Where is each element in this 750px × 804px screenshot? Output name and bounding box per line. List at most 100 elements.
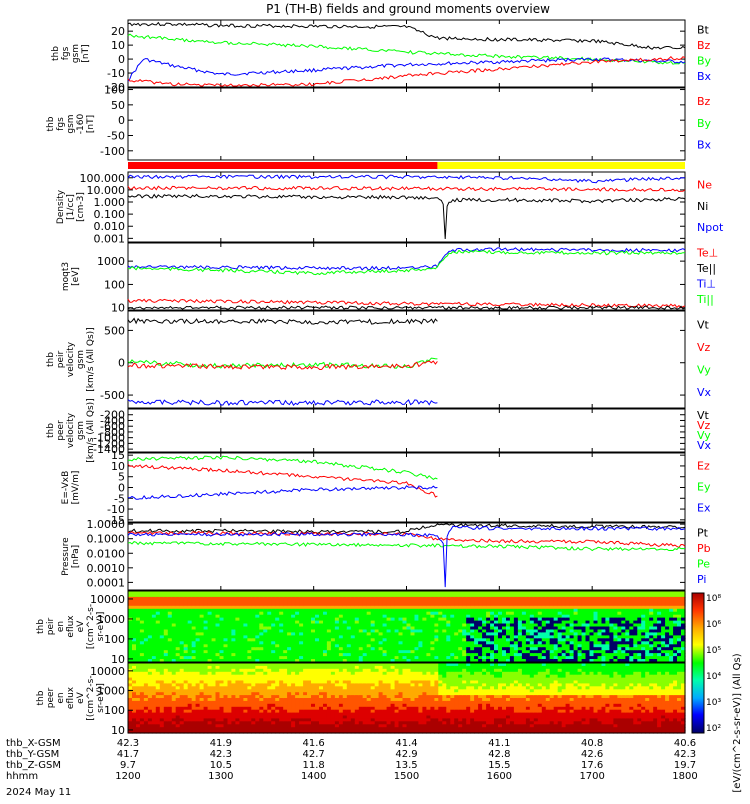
ylabel-line: moqt3 [61,262,71,291]
legend-Ez: Ez [697,460,710,473]
series-Ez [128,464,437,497]
series-Vx [128,400,437,406]
legend-Pe: Pe [697,558,710,571]
legend-Ex: Ex [697,501,711,514]
spectrogram-cell [204,721,209,725]
y-tick-label: 100 [104,84,125,97]
spectrogram-cell [275,669,280,673]
spectrogram-cell [255,704,260,708]
ylabel-line: velocity [66,412,76,448]
spectrogram-cell [132,686,137,690]
series-Ex [128,486,437,500]
spectrogram-cell [200,669,205,673]
legend-Vx: Vx [697,439,712,452]
spectrogram-cell [251,704,256,708]
y-tick-label: 0.0010 [87,562,126,575]
panel-legend: Bz By Bx [697,95,712,152]
spectrogram-cells [128,663,686,734]
legend-Bz: Bz [697,95,711,108]
ylabel-line: thb [46,423,56,438]
spectrogram-cell [184,686,189,690]
ylabel-line: -160 [76,114,86,135]
ylabel-line: peer [46,687,56,708]
spectrogram-cell [160,721,165,725]
panel-ylabel: moqt3[eV] [61,262,81,291]
panel-frame [128,453,685,522]
spectrogram-cell [204,686,209,690]
y-tick-label: 50 [111,99,125,112]
spectrogram-cell [307,704,312,708]
spectrogram-cell [235,686,240,690]
spectrogram-cell [208,669,213,673]
legend-Te||: Te|| [696,262,716,275]
spectrogram-cell [231,669,236,673]
spectrogram-cell [144,669,149,673]
legend-Vy: Vy [697,364,711,377]
spectrogram-cell [307,721,312,725]
y-tick-label: 100 [104,633,125,646]
legend-Bx: Bx [697,139,712,152]
spectrogram-cell [208,721,213,725]
panel-frame [128,172,685,242]
spectrogram-cell [220,704,225,708]
spectrogram-cell [315,686,320,690]
ylabel-line: eflux [66,615,76,638]
spectrogram-cell [200,704,205,708]
panel-ylabel: Density[1/cc][cm-3] [56,189,86,224]
spectrogram-cell [287,686,292,690]
spectrogram-cell [188,704,193,708]
spectrogram-cell [239,721,244,725]
y-tick-label: -100 [100,145,125,158]
series-Vt [128,319,437,325]
series-Ne [128,186,685,191]
spectrogram-cell [291,704,296,708]
spectrogram-cell [251,721,256,725]
panel-density: Density[1/cc][cm-3]100.00010.0001.0000.1… [56,172,724,246]
legend-By: By [697,117,712,130]
spectrogram-cell [291,686,296,690]
spectrogram-cell [184,669,189,673]
spectrogram-cell [156,686,161,690]
spectrogram-cell [176,686,181,690]
series-Bz [128,57,685,86]
legend-Vt: Vt [697,319,710,332]
spectrogram-cell [243,721,248,725]
spectrogram-cell [200,686,205,690]
spectrogram-cell [275,686,280,690]
spectrogram-cell [196,686,201,690]
legend-Pi: Pi [697,573,706,586]
ylabel-line: [1/cc] [66,194,76,220]
spectrogram-cell [299,721,304,725]
spectrogram-cell [307,669,312,673]
spectrogram-cell [140,704,145,708]
spectrogram-cell [259,686,264,690]
ylabel-line: [nT] [81,44,91,62]
y-tick-label: 500 [104,324,125,337]
ylabel-line: fgs [56,117,66,131]
spectrogram-cell [148,686,153,690]
legend-Bz: Bz [697,39,711,52]
spectrogram-cell [132,704,137,708]
legend-Te⊥: Te⊥ [696,246,718,259]
spectrogram-cell [231,721,236,725]
spectrogram-cell [168,704,173,708]
series-Bt [128,23,685,50]
spectrogram-cell [295,721,300,725]
ylabel-line: peir [46,617,56,635]
spectrogram-cell [132,721,137,725]
spectrogram-cell [140,686,145,690]
y-tick-label: 0 [118,53,125,66]
panel-frame [128,20,685,87]
y-tick-label: -10 [107,67,125,80]
spectrogram-cell [144,721,149,725]
spectrogram-cell [184,704,189,708]
status-bar-red [128,162,437,169]
